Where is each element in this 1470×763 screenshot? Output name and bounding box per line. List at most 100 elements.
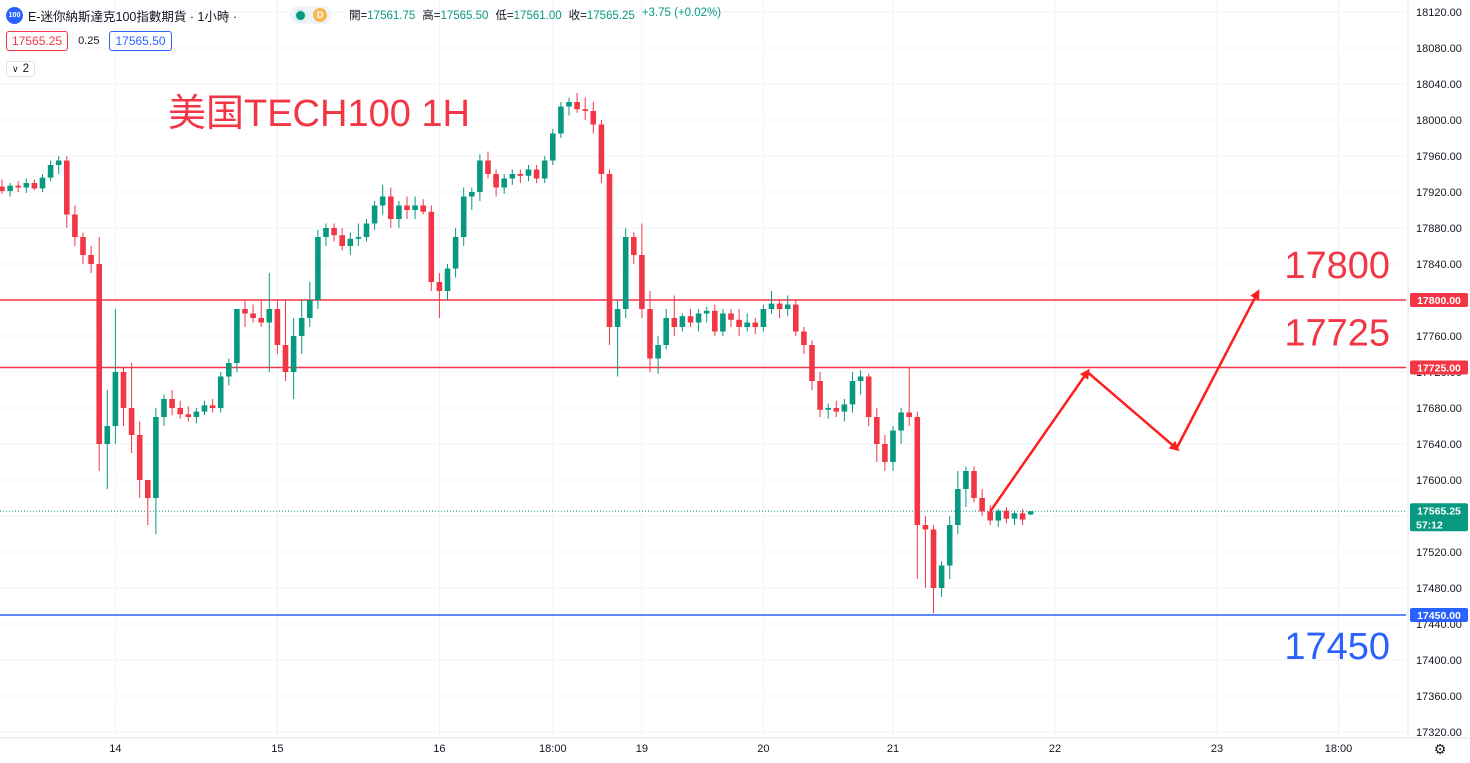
status-pills[interactable]: D [289,6,333,24]
level-price-tag-label: 17800.00 [1417,295,1461,307]
candle-body [533,169,540,179]
symbol-icon[interactable]: 100 [6,6,23,24]
candle-body [31,183,38,189]
candle-body [922,525,929,530]
candle-body [1027,511,1034,515]
candle-body [436,282,443,291]
candle-body [639,255,645,309]
candle-body [833,408,840,412]
time-axis[interactable]: 14 15 16 18:00 19 20 21 22 23 18:00 [109,743,1352,755]
data-delay-badge[interactable]: D [313,8,328,22]
candle-body [136,435,143,480]
candle-body [598,124,605,174]
candle-body [971,471,977,498]
candle-body [930,529,937,588]
candle-body [574,102,580,110]
price-tick-label: 18120.00 [1416,7,1462,19]
price-tick-label: 17480.00 [1416,583,1462,595]
candle-body [379,196,386,206]
candle-body [622,237,629,309]
candle-body [849,381,856,405]
candle-body [744,322,750,327]
candle-body [590,111,597,125]
current-price-label: 17565.25 [1417,505,1461,517]
chart-title: 美国TECH100 1H [168,93,470,135]
countdown-label: 57:12 [1416,519,1443,531]
time-tick-label: 23 [1211,743,1223,755]
candle-body [250,313,256,318]
time-tick-label: 18:00 [539,743,567,755]
level-price-tag [1410,608,1468,622]
buy-button[interactable]: 17565.50 [109,31,172,51]
price-tick-label: 17320.00 [1416,727,1462,739]
projection-arrow [1175,289,1260,450]
candle-body [444,268,451,291]
candle-body [655,345,661,359]
candle-body [290,336,297,372]
candle-body [217,376,224,408]
price-tick-label: 18080.00 [1416,43,1462,55]
candle-body [80,237,86,255]
level-price-tag [1410,360,1468,375]
candle-body [452,237,459,269]
candle-body [469,192,475,197]
candle-body [371,205,378,224]
candles [0,93,1034,614]
market-open-icon[interactable] [294,8,308,22]
candle-body [825,408,831,410]
price-tick-label: 17760.00 [1416,331,1462,343]
price-tick-label: 17920.00 [1416,187,1462,199]
candle-body [226,363,232,377]
candle-body [169,399,175,408]
candle-body [96,264,102,444]
level-price-tag-label: 17450.00 [1417,610,1461,622]
candle-body [631,237,637,255]
candle-body [1003,510,1010,519]
candle-body [558,106,564,134]
candle-body [865,376,872,417]
candle-body [760,309,767,327]
projection-arrow [989,368,1090,513]
candle-body [712,310,718,332]
candle-body [687,316,694,323]
candle-body [1011,513,1018,519]
candle-body [55,160,62,165]
candle-body [874,417,880,444]
price-tick-label: 17360.00 [1416,691,1462,703]
candle-body [72,214,78,237]
candle-body [307,300,313,318]
candle-body [768,303,775,309]
candle-body [979,498,985,512]
chevron-down-icon: ∨ [12,63,19,74]
candle-body [614,309,621,327]
sell-button[interactable]: 17565.25 [6,31,69,51]
candle-body [234,309,240,363]
price-tick-label: 17640.00 [1416,439,1462,451]
candle-body [1019,513,1026,520]
candle-body [112,372,119,426]
spread-value: 0.25 [78,35,100,47]
candle-body [23,183,30,188]
candle-body [209,405,216,408]
price-tick-label: 17960.00 [1416,151,1462,163]
candle-body [39,177,46,189]
projection-arrow [1086,371,1180,452]
candle-body [323,228,329,237]
symbol-title[interactable]: E-迷你納斯達克100指數期貨 · 1小時 · [28,9,238,24]
candle-body [64,160,70,215]
candle-body [104,426,111,444]
candle-body [566,102,572,107]
indicator-count: 2 [22,63,29,75]
candle-body [485,160,491,174]
gear-icon[interactable]: ⚙ [1433,741,1447,757]
candle-body [817,381,823,410]
indicators-toggle[interactable]: ∨ 2 [6,61,35,77]
candle-body [841,404,848,412]
candle-body [582,109,588,111]
level-big-label: 17725 [1284,313,1390,355]
candle-body [720,313,726,332]
candle-body [282,345,289,372]
candle-body [201,405,208,412]
price-tick-label: 17600.00 [1416,475,1462,487]
